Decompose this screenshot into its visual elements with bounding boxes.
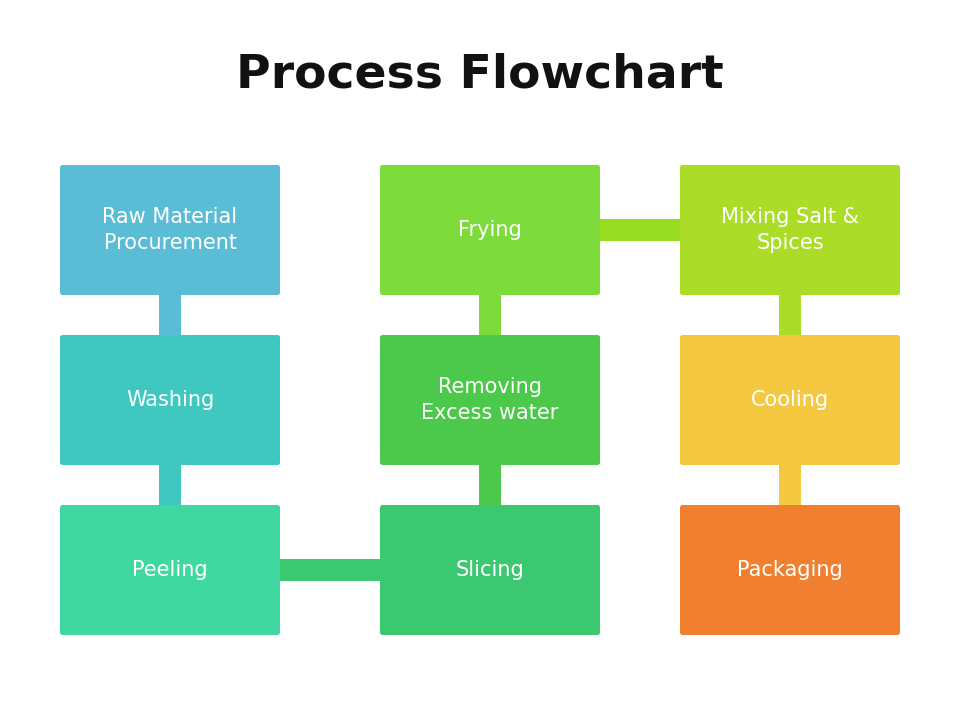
Text: Cooling: Cooling: [751, 390, 829, 410]
Text: Process Flowchart: Process Flowchart: [236, 53, 724, 97]
Text: Frying: Frying: [458, 220, 522, 240]
Text: Packaging: Packaging: [737, 560, 843, 580]
FancyBboxPatch shape: [60, 335, 280, 465]
Bar: [280, 559, 380, 581]
Text: Raw Material
Procurement: Raw Material Procurement: [103, 207, 237, 253]
FancyBboxPatch shape: [680, 335, 900, 465]
Bar: [159, 465, 181, 505]
Bar: [779, 465, 801, 505]
FancyBboxPatch shape: [60, 505, 280, 635]
Text: Peeling: Peeling: [132, 560, 207, 580]
FancyBboxPatch shape: [380, 335, 600, 465]
Bar: [159, 295, 181, 335]
Text: Slicing: Slicing: [456, 560, 524, 580]
FancyBboxPatch shape: [680, 505, 900, 635]
FancyBboxPatch shape: [380, 505, 600, 635]
FancyBboxPatch shape: [60, 165, 280, 295]
Bar: [479, 465, 501, 505]
Text: Washing: Washing: [126, 390, 214, 410]
Bar: [600, 219, 680, 241]
Text: Removing
Excess water: Removing Excess water: [421, 377, 559, 423]
FancyBboxPatch shape: [680, 165, 900, 295]
Bar: [779, 295, 801, 335]
FancyBboxPatch shape: [380, 165, 600, 295]
Bar: [479, 295, 501, 335]
Text: Mixing Salt &
Spices: Mixing Salt & Spices: [721, 207, 859, 253]
